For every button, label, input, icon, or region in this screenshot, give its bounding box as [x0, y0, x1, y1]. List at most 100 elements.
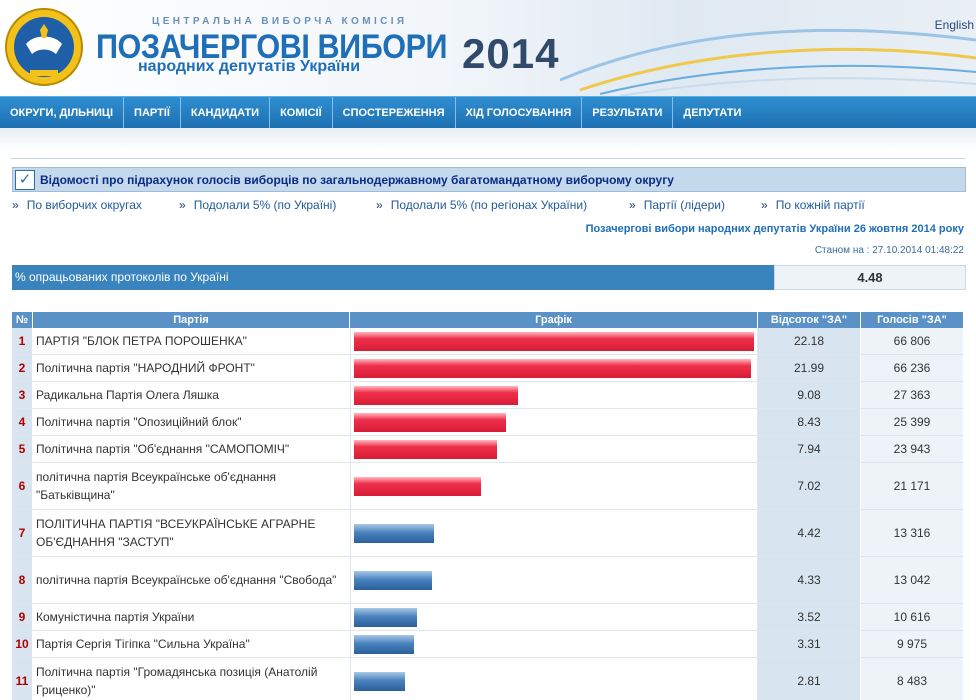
link-passed-5-regions[interactable]: » Подолали 5% (по регіонах України) — [376, 198, 588, 212]
results-table: № Партія Графік Відсоток "ЗА" Голосів "З… — [12, 312, 964, 700]
main-nav: ОКРУГИ, ДІЛЬНИЦІ ПАРТІЇ КАНДИДАТИ КОМІСІ… — [0, 96, 976, 129]
votes-value: 9 975 — [861, 631, 964, 658]
col-header-party: Партія — [33, 312, 350, 328]
language-link-english[interactable]: English — [934, 18, 974, 32]
nav-item-komisii[interactable]: КОМІСІЇ — [270, 96, 333, 129]
result-bar — [354, 671, 405, 691]
nav-item-partii[interactable]: ПАРТІЇ — [124, 96, 181, 129]
votes-value: 21 171 — [861, 463, 964, 510]
page-title: ПОЗАЧЕРГОВІ ВИБОРИ — [96, 28, 448, 66]
chevron-right-icon: » — [179, 198, 186, 212]
result-bar — [354, 634, 414, 654]
result-bar — [354, 476, 481, 496]
chart-cell — [350, 557, 758, 604]
table-row: 7 ПОЛІТИЧНА ПАРТІЯ "ВСЕУКРАЇНСЬКЕ АГРАРНЕ… — [12, 510, 964, 557]
party-name[interactable]: ПАРТІЯ "БЛОК ПЕТРА ПОРОШЕНКА" — [33, 328, 350, 355]
nav-item-kandydaty[interactable]: КАНДИДАТИ — [181, 96, 271, 129]
chart-cell — [350, 658, 758, 700]
percent-value: 22.18 — [758, 328, 861, 355]
chart-cell — [350, 463, 758, 510]
party-name[interactable]: Комуністична партія України — [33, 604, 350, 631]
party-name[interactable]: Політична партія "НАРОДНИЙ ФРОНТ" — [33, 355, 350, 382]
divider — [10, 158, 966, 159]
row-number: 8 — [12, 557, 33, 604]
row-number: 2 — [12, 355, 33, 382]
votes-value: 13 316 — [861, 510, 964, 557]
percent-value: 7.02 — [758, 463, 861, 510]
party-name[interactable]: Радикальна Партія Олега Ляшка — [33, 382, 350, 409]
chart-cell — [350, 604, 758, 631]
table-row: 10 Партія Сергія Тігіпка "Сильна Україна"… — [12, 631, 964, 658]
table-row: 6 політична партія Всеукраїнське об'єднан… — [12, 463, 964, 510]
chevron-right-icon: » — [12, 198, 19, 212]
table-row: 9 Комуністична партія України 3.52 10 616 — [12, 604, 964, 631]
page-subtitle: народних депутатів України — [138, 58, 361, 75]
result-bar — [354, 607, 417, 627]
table-row: 1 ПАРТІЯ "БЛОК ПЕТРА ПОРОШЕНКА" 22.18 66 80… — [12, 328, 964, 355]
election-title: Позачергові вибори народних депутатів Ук… — [585, 223, 964, 235]
party-name[interactable]: політична партія Всеукраїнське об'єднанн… — [33, 463, 350, 510]
nav-item-hid-holosuvannia[interactable]: ХІД ГОЛОСУВАННЯ — [456, 96, 583, 129]
site-header: ЦЕНТРАЛЬНА ВИБОРЧА КОМІСІЯ ПОЗАЧЕРГОВІ В… — [0, 0, 976, 96]
votes-value: 66 236 — [861, 355, 964, 382]
result-bar — [354, 570, 432, 590]
percent-value: 9.08 — [758, 382, 861, 409]
table-row: 3 Радикальна Партія Олега Ляшка 9.08 27 363 — [12, 382, 964, 409]
nav-item-deputaty[interactable]: ДЕПУТАТИ — [683, 106, 742, 119]
link-by-districts[interactable]: » По виборчих округах — [12, 198, 142, 212]
chevron-right-icon: » — [376, 198, 383, 212]
party-name[interactable]: Політична партія "Опозиційний блок" — [33, 409, 350, 436]
results-body: 1 ПАРТІЯ "БЛОК ПЕТРА ПОРОШЕНКА" 22.18 66 80… — [12, 328, 964, 700]
subnav-bar — [0, 128, 976, 150]
nav-item-rezultaty[interactable]: РЕЗУЛЬТАТИ — [582, 96, 674, 129]
protocols-summary: % опрацьованих протоколів по Україні 4.4… — [12, 265, 966, 290]
percent-value: 4.42 — [758, 510, 861, 557]
link-party-leaders[interactable]: » Партії (лідери) — [629, 198, 725, 212]
row-number: 6 — [12, 463, 33, 510]
checkmark-icon: ✓ — [15, 169, 35, 190]
votes-value: 23 943 — [861, 436, 964, 463]
cvk-emblem-icon[interactable] — [4, 4, 84, 90]
result-bar — [354, 439, 497, 459]
col-header-num: № — [12, 312, 33, 328]
link-each-party[interactable]: » По кожній партії — [761, 198, 865, 212]
section-title: Відомості про підрахунок голосів виборці… — [40, 172, 674, 187]
party-name[interactable]: Партія Сергія Тігіпка "Сильна Україна" — [33, 631, 350, 658]
party-name[interactable]: політична партія Всеукраїнське об'єднанн… — [33, 557, 350, 604]
table-row: 11 Політична партія "Громадянська позиція… — [12, 658, 964, 700]
header-swoosh-decoration — [560, 28, 976, 96]
nav-item-okruhy[interactable]: ОКРУГИ, ДІЛЬНИЦІ — [0, 96, 125, 129]
percent-value: 2.81 — [758, 658, 861, 700]
chevron-right-icon: » — [761, 198, 768, 212]
table-row: 5 Політична партія "Об'єднання "САМОПОМІЧ… — [12, 436, 964, 463]
nav-item-sposterezhennia[interactable]: СПОСТЕРЕЖЕННЯ — [333, 96, 456, 129]
result-bar — [354, 412, 506, 432]
chart-cell — [350, 436, 758, 463]
result-bar — [354, 331, 754, 351]
table-row: 4 Політична партія "Опозиційний блок" 8.43… — [12, 409, 964, 436]
chart-cell — [350, 328, 758, 355]
percent-value: 8.43 — [758, 409, 861, 436]
chart-cell — [350, 409, 758, 436]
party-name[interactable]: Політична партія "Громадянська позиція (… — [33, 658, 350, 700]
party-name[interactable]: ПОЛІТИЧНА ПАРТІЯ "ВСЕУКРАЇНСЬКЕ АГРАРНЕ … — [33, 510, 350, 557]
row-number: 7 — [12, 510, 33, 557]
percent-value: 3.31 — [758, 631, 861, 658]
row-number: 1 — [12, 328, 33, 355]
chart-cell — [350, 355, 758, 382]
col-header-chart: Графік — [350, 312, 758, 328]
protocols-label: % опрацьованих протоколів по Україні — [12, 265, 774, 290]
votes-value: 25 399 — [861, 409, 964, 436]
link-passed-5-ukraine[interactable]: » Подолали 5% (по Україні) — [179, 198, 337, 212]
votes-value: 8 483 — [861, 658, 964, 700]
election-year: 2014 — [462, 30, 560, 77]
chart-cell — [350, 510, 758, 557]
row-number: 10 — [12, 631, 33, 658]
votes-value: 10 616 — [861, 604, 964, 631]
result-bar — [354, 523, 434, 543]
section-header: ✓ Відомості про підрахунок голосів вибор… — [12, 167, 966, 192]
protocols-value: 4.48 — [774, 265, 966, 290]
party-name[interactable]: Політична партія "Об'єднання "САМОПОМІЧ" — [33, 436, 350, 463]
table-row: 8 політична партія Всеукраїнське об'єднан… — [12, 557, 964, 604]
row-number: 3 — [12, 382, 33, 409]
